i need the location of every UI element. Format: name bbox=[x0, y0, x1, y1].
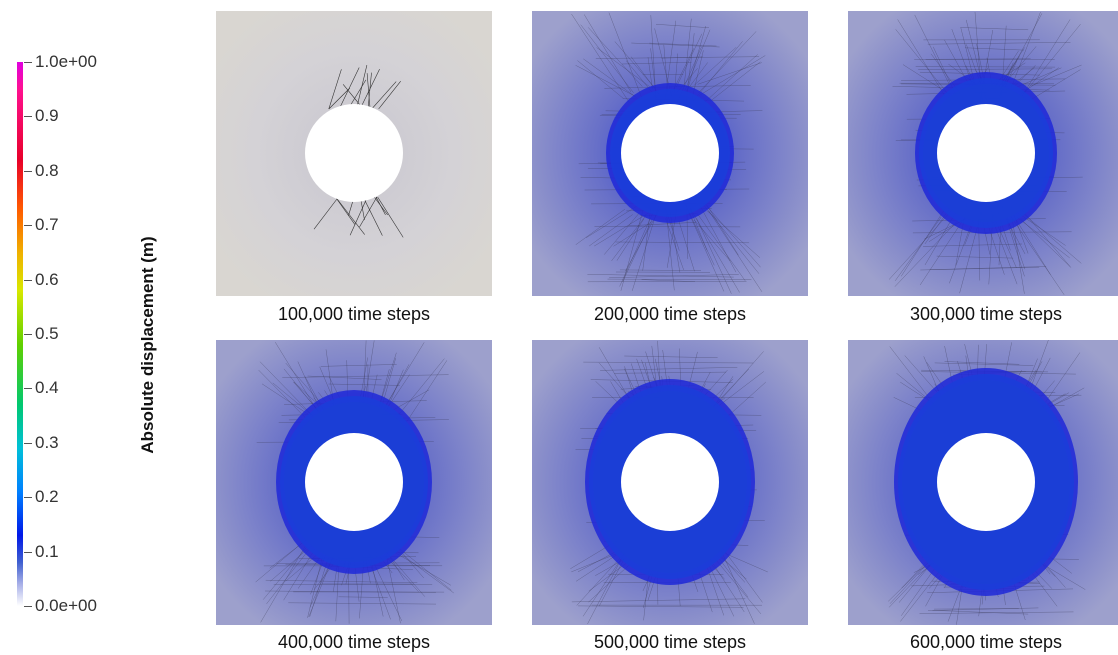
legend-tick bbox=[24, 388, 32, 389]
panel-caption-2: 200,000 time steps bbox=[593, 304, 747, 324]
legend-tick bbox=[24, 334, 32, 335]
simulation-panel-3 bbox=[848, 11, 1118, 296]
legend-tick-label: 0.6 bbox=[35, 270, 59, 289]
legend-tick bbox=[24, 606, 32, 607]
panel-caption-5: 500,000 time steps bbox=[593, 632, 747, 652]
simulation-panel-2 bbox=[532, 11, 808, 296]
legend-tick-label: 0.5 bbox=[35, 324, 59, 343]
legend-tick bbox=[24, 225, 32, 226]
legend-tick-label: 1.0e+00 bbox=[35, 52, 97, 71]
legend-tick-label: 0.4 bbox=[35, 378, 59, 397]
panel-caption-1: 100,000 time steps bbox=[277, 304, 431, 324]
legend-tick bbox=[24, 62, 32, 63]
legend-tick-label: 0.1 bbox=[35, 542, 59, 561]
legend-tick-label: 0.2 bbox=[35, 487, 59, 506]
legend-tick-label: 0.9 bbox=[35, 106, 59, 125]
legend-tick-label: 0.0e+00 bbox=[35, 596, 97, 615]
panel-caption-6: 600,000 time steps bbox=[909, 632, 1063, 652]
legend-tick bbox=[24, 280, 32, 281]
panel-caption-4: 400,000 time steps bbox=[277, 632, 431, 652]
color-legend: 1.0e+00 0.9 0.8 0.7 0.6 0.5 0.4 0.3 0.2 … bbox=[0, 0, 200, 655]
legend-tick-label: 0.7 bbox=[35, 215, 59, 234]
colorbar bbox=[17, 62, 23, 606]
legend-tick-label: 0.3 bbox=[35, 433, 59, 452]
simulation-panel-6 bbox=[848, 340, 1118, 625]
panel-caption-3: 300,000 time steps bbox=[909, 304, 1063, 324]
simulation-panel-4 bbox=[216, 340, 492, 625]
legend-tick bbox=[24, 171, 32, 172]
legend-tick bbox=[24, 116, 32, 117]
legend-title: Absolute displacement (m) bbox=[138, 236, 157, 454]
simulation-panel-1 bbox=[216, 11, 492, 296]
legend-tick bbox=[24, 497, 32, 498]
legend-tick bbox=[24, 443, 32, 444]
simulation-panel-5 bbox=[532, 340, 808, 625]
legend-tick bbox=[24, 552, 32, 553]
legend-tick-label: 0.8 bbox=[35, 161, 59, 180]
